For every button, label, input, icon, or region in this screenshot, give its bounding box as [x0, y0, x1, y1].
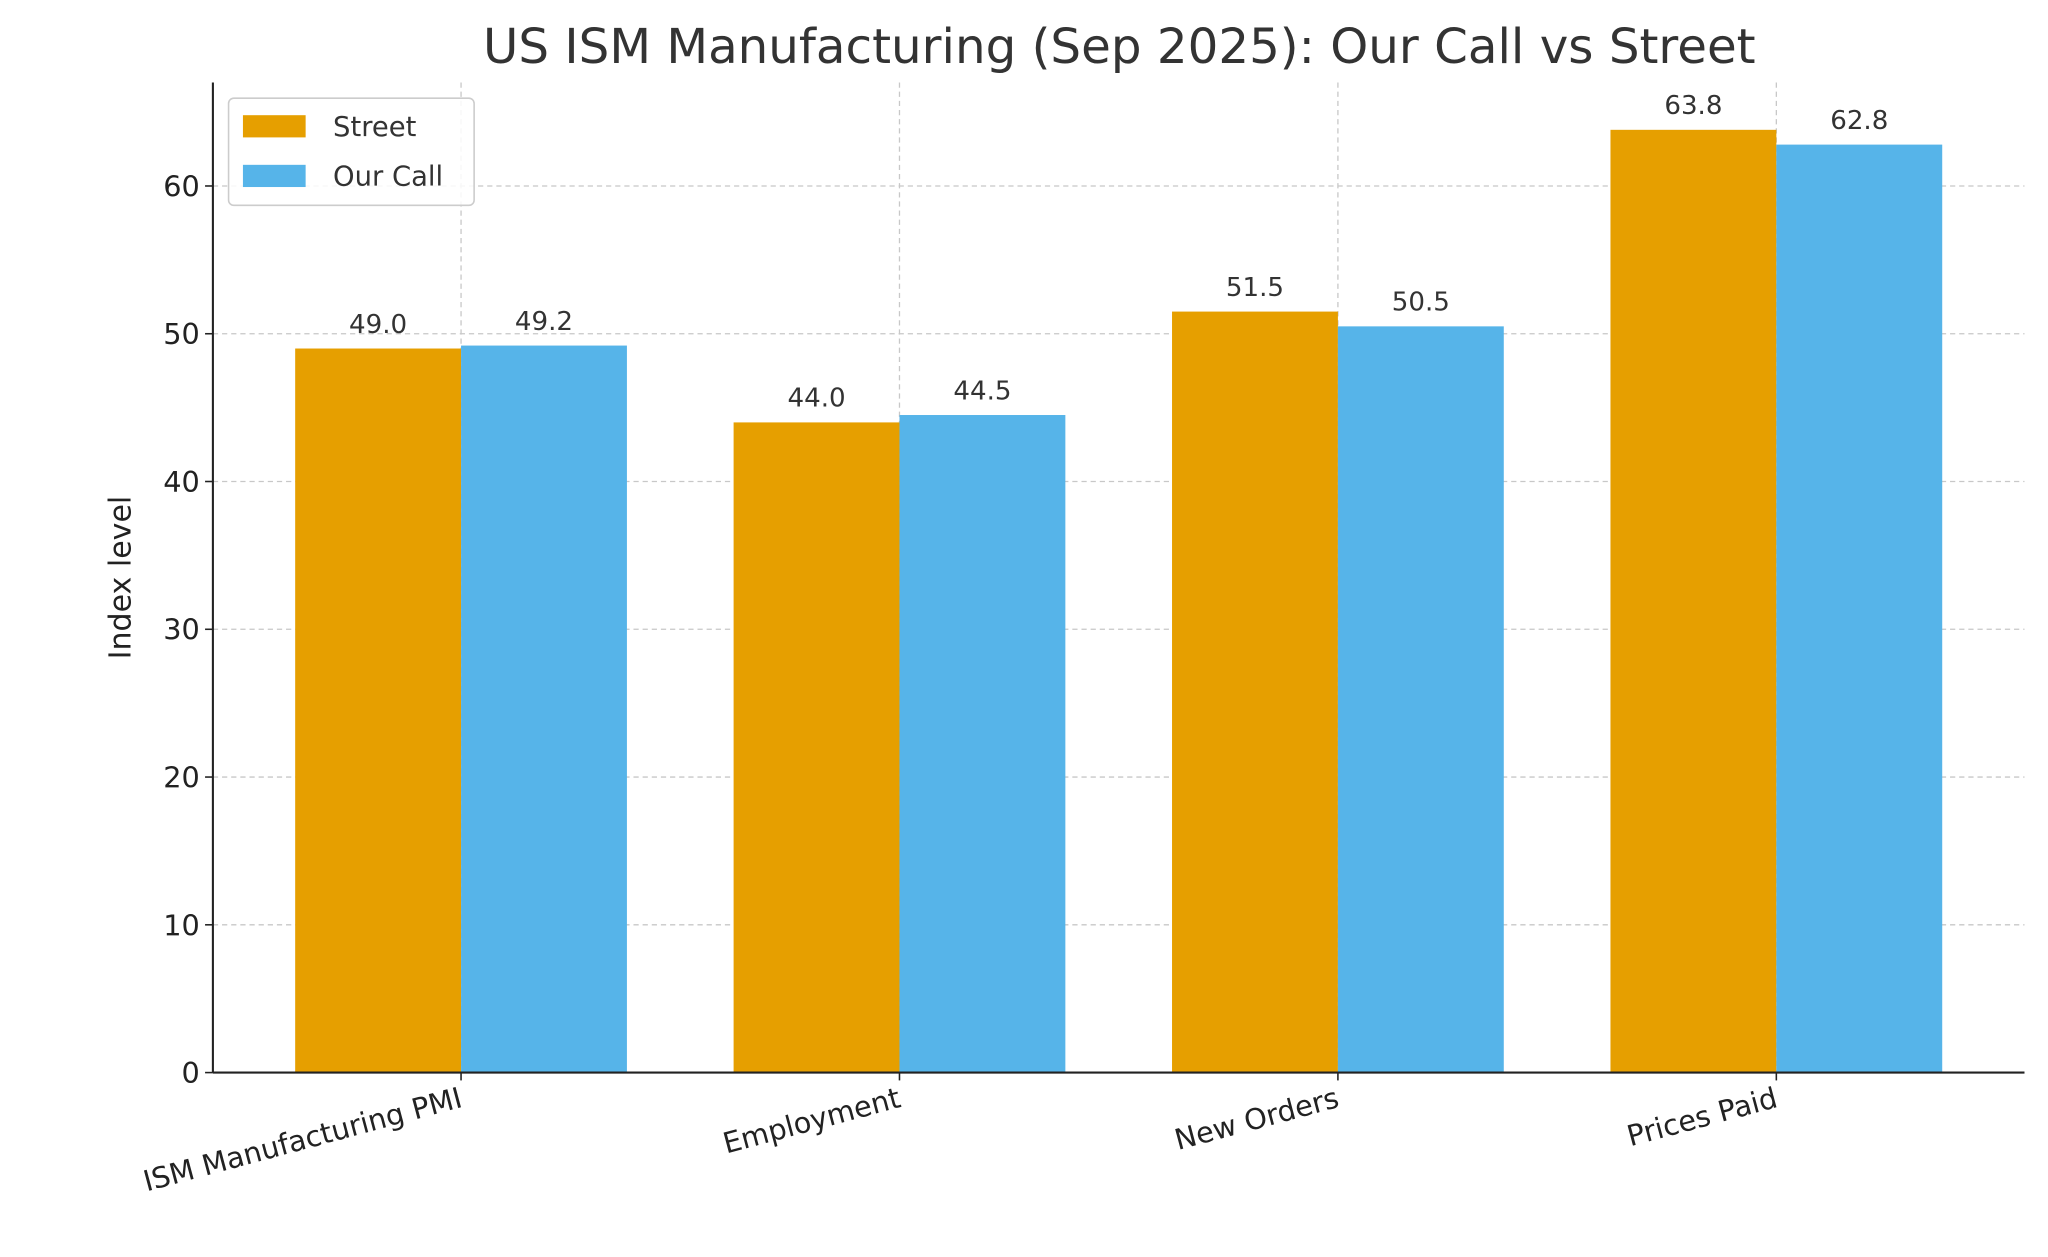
bar-our-call	[1337, 326, 1504, 1073]
bar-street	[295, 348, 462, 1073]
y-tick-label: 0	[182, 1056, 200, 1090]
data-label: 50.5	[1392, 288, 1450, 318]
bar-street	[733, 422, 900, 1073]
y-tick-label: 20	[163, 760, 200, 794]
y-tick-label: 40	[163, 465, 200, 499]
bar-our-call	[1776, 144, 1943, 1073]
y-tick-label: 30	[163, 613, 200, 647]
x-tick-label: Prices Paid	[1623, 1080, 1781, 1153]
data-label: 44.5	[953, 376, 1011, 406]
bar-our-call	[461, 345, 627, 1073]
data-label: 51.5	[1226, 273, 1284, 303]
x-tick-label: ISM Manufacturing PMI	[140, 1080, 466, 1198]
bar-street	[1172, 311, 1338, 1073]
y-axis-label: Index level	[104, 496, 139, 660]
data-label: 49.2	[515, 307, 573, 337]
data-label: 44.0	[787, 384, 845, 414]
legend-swatch	[242, 115, 306, 138]
y-tick-label: 60	[163, 169, 200, 203]
legend-label: Street	[333, 112, 417, 143]
x-tick-label: New Orders	[1171, 1080, 1342, 1156]
legend: Street Our Call	[227, 97, 475, 207]
bar-our-call	[899, 415, 1066, 1073]
data-label: 63.8	[1664, 91, 1722, 121]
legend-label: Our Call	[333, 162, 443, 193]
x-tick-label: Employment	[719, 1080, 904, 1160]
bar-street	[1610, 129, 1777, 1073]
chart-title: US ISM Manufacturing (Sep 2025): Our Cal…	[483, 19, 1756, 75]
y-tick-label: 50	[163, 317, 200, 351]
legend-swatch	[242, 164, 306, 188]
y-tick-label: 10	[163, 908, 200, 942]
data-label: 62.8	[1830, 106, 1888, 136]
data-label: 49.0	[349, 310, 407, 340]
bars: 49.0 44.0 51.5 63.8 49.2 44.5 50.5 62.8	[295, 91, 1943, 1073]
